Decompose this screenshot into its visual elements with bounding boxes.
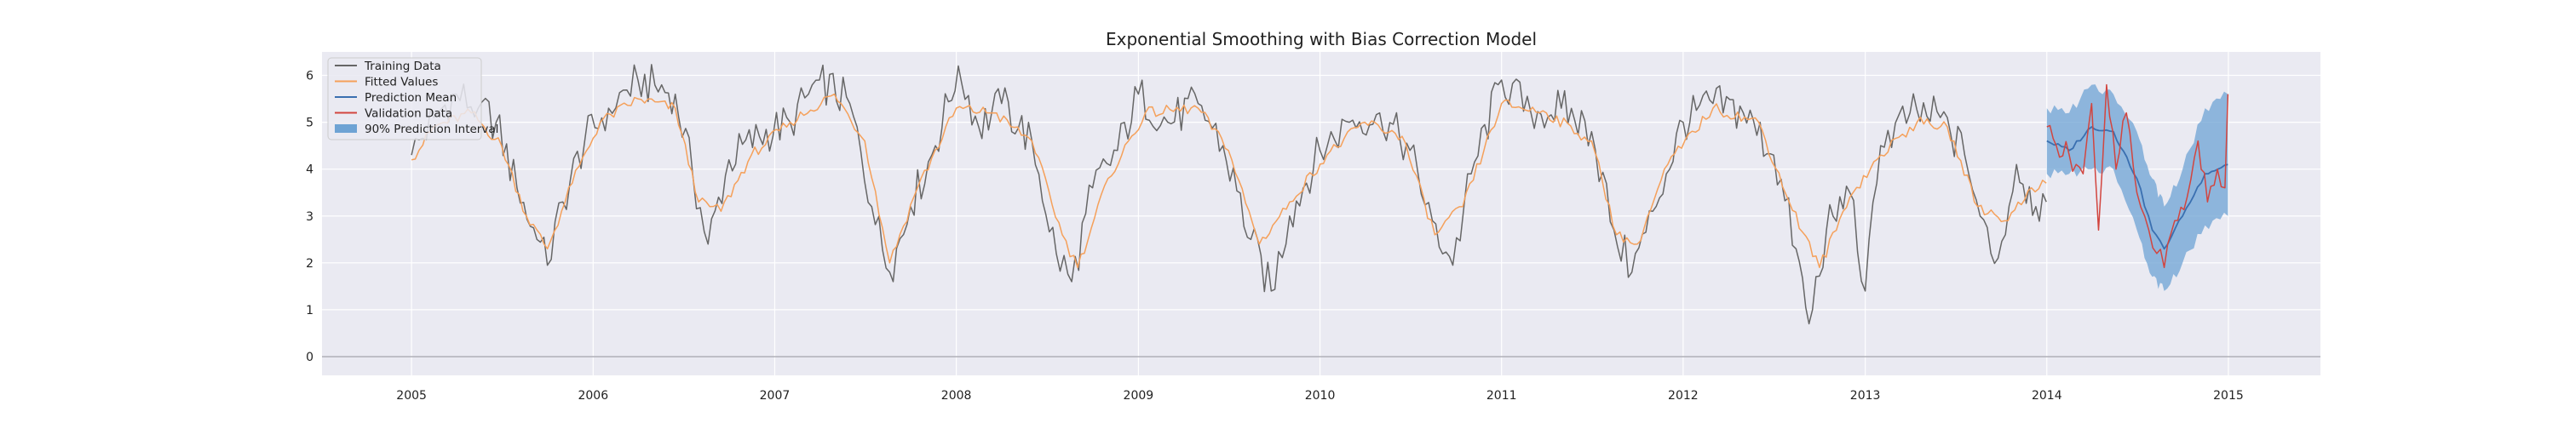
fitted-values-line <box>411 93 2047 269</box>
training-data-line <box>411 64 2047 325</box>
x-tick-label: 2014 <box>2032 389 2062 403</box>
y-tick-label: 1 <box>306 304 313 317</box>
y-tick-label: 3 <box>306 210 313 224</box>
y-tick-label: 6 <box>306 70 313 83</box>
x-tick-label: 2012 <box>1668 389 1699 403</box>
y-tick-label: 5 <box>306 117 313 130</box>
x-tick-label: 2005 <box>396 389 427 403</box>
x-tick-label: 2007 <box>760 389 791 403</box>
legend-label: Prediction Mean <box>365 91 457 105</box>
x-tick-label: 2013 <box>1850 389 1881 403</box>
legend-label: Validation Data <box>365 107 452 121</box>
grid-lines <box>322 52 2320 375</box>
y-tick-label: 0 <box>306 351 313 364</box>
y-tick-label: 2 <box>306 257 313 271</box>
plot-background <box>322 52 2320 375</box>
tick-labels: 2005 2006 2007 2008 2009 2010 2011 2012 2013 2014… <box>306 70 2244 403</box>
validation-data-line <box>2046 83 2229 269</box>
legend: Training Data Fitted Values Prediction Mea… <box>327 57 498 140</box>
legend-box <box>327 57 482 140</box>
series-lines <box>411 64 2229 325</box>
x-tick-label: 2008 <box>941 389 972 403</box>
legend-label: Fitted Values <box>365 76 438 89</box>
legend-label: 90% Prediction Interval <box>365 123 498 136</box>
prediction-interval-band <box>2046 84 2228 291</box>
legend-label: Training Data <box>364 60 441 73</box>
prediction-interval-area <box>2046 84 2228 291</box>
legend-swatch <box>335 124 357 133</box>
chart-title: Exponential Smoothing with Bias Correcti… <box>1106 29 1537 49</box>
x-tick-label: 2010 <box>1305 389 1336 403</box>
x-tick-label: 2011 <box>1486 389 1517 403</box>
y-tick-label: 4 <box>306 163 313 177</box>
x-tick-label: 2015 <box>2213 389 2244 403</box>
prediction-mean-line <box>2046 126 2228 250</box>
x-tick-label: 2009 <box>1124 389 1154 403</box>
x-tick-label: 2006 <box>578 389 608 403</box>
